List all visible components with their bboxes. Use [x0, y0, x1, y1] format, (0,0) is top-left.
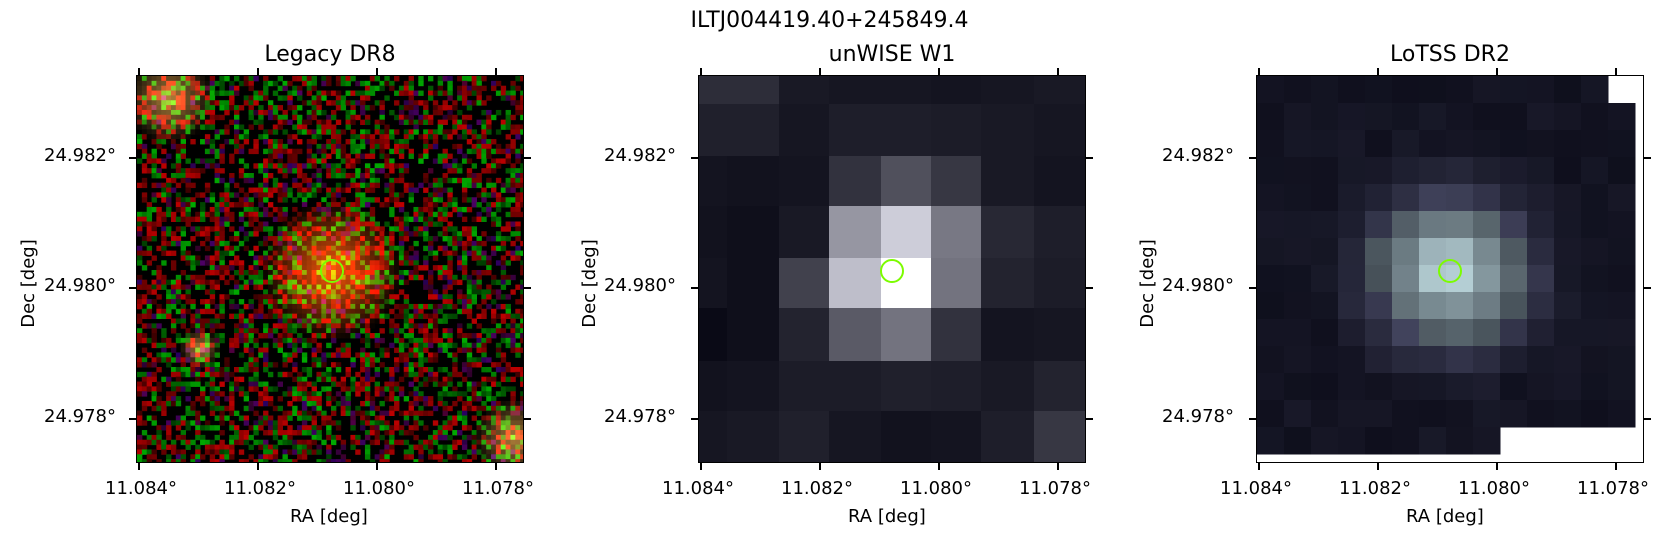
xtick-label: 11.080°: [900, 478, 972, 499]
x-tick-mark: [1615, 463, 1617, 470]
y-tick-mark: [1249, 157, 1256, 159]
x-axis-label: RA [deg]: [1406, 506, 1484, 527]
xtick-label: 11.080°: [1458, 478, 1530, 499]
x-tick-mark: [257, 463, 259, 470]
ytick-label: 24.980°: [44, 275, 116, 296]
x-tick-mark: [138, 68, 140, 75]
x-tick-mark: [1496, 68, 1498, 75]
y-tick-mark: [1086, 287, 1093, 289]
y-tick-mark: [524, 418, 531, 420]
ytick-label: 24.980°: [1162, 275, 1234, 296]
ytick-label: 24.980°: [604, 275, 676, 296]
panel-title-legacy: Legacy DR8: [264, 42, 396, 67]
y-axis-label: Dec [deg]: [17, 239, 39, 328]
x-tick-mark: [938, 68, 940, 75]
x-tick-mark: [819, 68, 821, 75]
circle-marker-icon: [320, 259, 344, 283]
panel-title-unwise: unWISE W1: [828, 42, 956, 67]
x-tick-mark: [1377, 463, 1379, 470]
xtick-label: 11.084°: [105, 478, 177, 499]
unwise-image-panel: [698, 75, 1086, 463]
x-tick-mark: [700, 68, 702, 75]
x-axis-label: RA [deg]: [848, 506, 926, 527]
x-tick-mark: [495, 68, 497, 75]
xtick-label: 11.084°: [662, 478, 734, 499]
x-tick-mark: [819, 463, 821, 470]
y-tick-mark: [524, 157, 531, 159]
panel-title-lotss: LoTSS DR2: [1390, 42, 1510, 67]
y-axis-label: Dec [deg]: [1136, 239, 1158, 328]
xtick-label: 11.082°: [1339, 478, 1411, 499]
x-tick-mark: [938, 463, 940, 470]
lotss-image-panel: [1256, 75, 1644, 463]
x-tick-mark: [138, 463, 140, 470]
ytick-label: 24.982°: [604, 145, 676, 166]
y-tick-mark: [691, 287, 698, 289]
ytick-label: 24.982°: [1162, 145, 1234, 166]
y-tick-mark: [1249, 287, 1256, 289]
ytick-label: 24.978°: [604, 406, 676, 427]
x-tick-mark: [495, 463, 497, 470]
xtick-label: 11.080°: [343, 478, 415, 499]
x-tick-mark: [1377, 68, 1379, 75]
legacy-image: [137, 76, 523, 462]
ytick-label: 24.982°: [44, 145, 116, 166]
unwise-image: [699, 76, 1085, 462]
y-tick-mark: [129, 157, 136, 159]
x-tick-mark: [376, 463, 378, 470]
y-tick-mark: [691, 418, 698, 420]
xtick-label: 11.078°: [1577, 478, 1649, 499]
y-tick-mark: [1086, 157, 1093, 159]
xtick-label: 11.084°: [1220, 478, 1292, 499]
xtick-label: 11.078°: [462, 478, 534, 499]
x-tick-mark: [700, 463, 702, 470]
y-tick-mark: [1644, 157, 1651, 159]
x-tick-mark: [1496, 463, 1498, 470]
y-axis-label: Dec [deg]: [578, 239, 600, 328]
y-tick-mark: [129, 418, 136, 420]
figure-title: ILTJ004419.40+245849.4: [690, 8, 969, 33]
x-tick-mark: [257, 68, 259, 75]
y-tick-mark: [1086, 418, 1093, 420]
xtick-label: 11.082°: [224, 478, 296, 499]
x-tick-mark: [1258, 463, 1260, 470]
y-tick-mark: [129, 287, 136, 289]
xtick-label: 11.078°: [1019, 478, 1091, 499]
y-tick-mark: [1644, 287, 1651, 289]
legacy-image-panel: [136, 75, 524, 463]
lotss-image: [1257, 76, 1643, 462]
y-tick-mark: [691, 157, 698, 159]
x-tick-mark: [376, 68, 378, 75]
x-axis-label: RA [deg]: [290, 506, 368, 527]
y-tick-mark: [1644, 418, 1651, 420]
circle-marker-icon: [880, 259, 904, 283]
ytick-label: 24.978°: [44, 406, 116, 427]
xtick-label: 11.082°: [781, 478, 853, 499]
y-tick-mark: [524, 287, 531, 289]
x-tick-mark: [1615, 68, 1617, 75]
y-tick-mark: [1249, 418, 1256, 420]
x-tick-mark: [1258, 68, 1260, 75]
x-tick-mark: [1057, 68, 1059, 75]
circle-marker-icon: [1438, 259, 1462, 283]
x-tick-mark: [1057, 463, 1059, 470]
ytick-label: 24.978°: [1162, 406, 1234, 427]
